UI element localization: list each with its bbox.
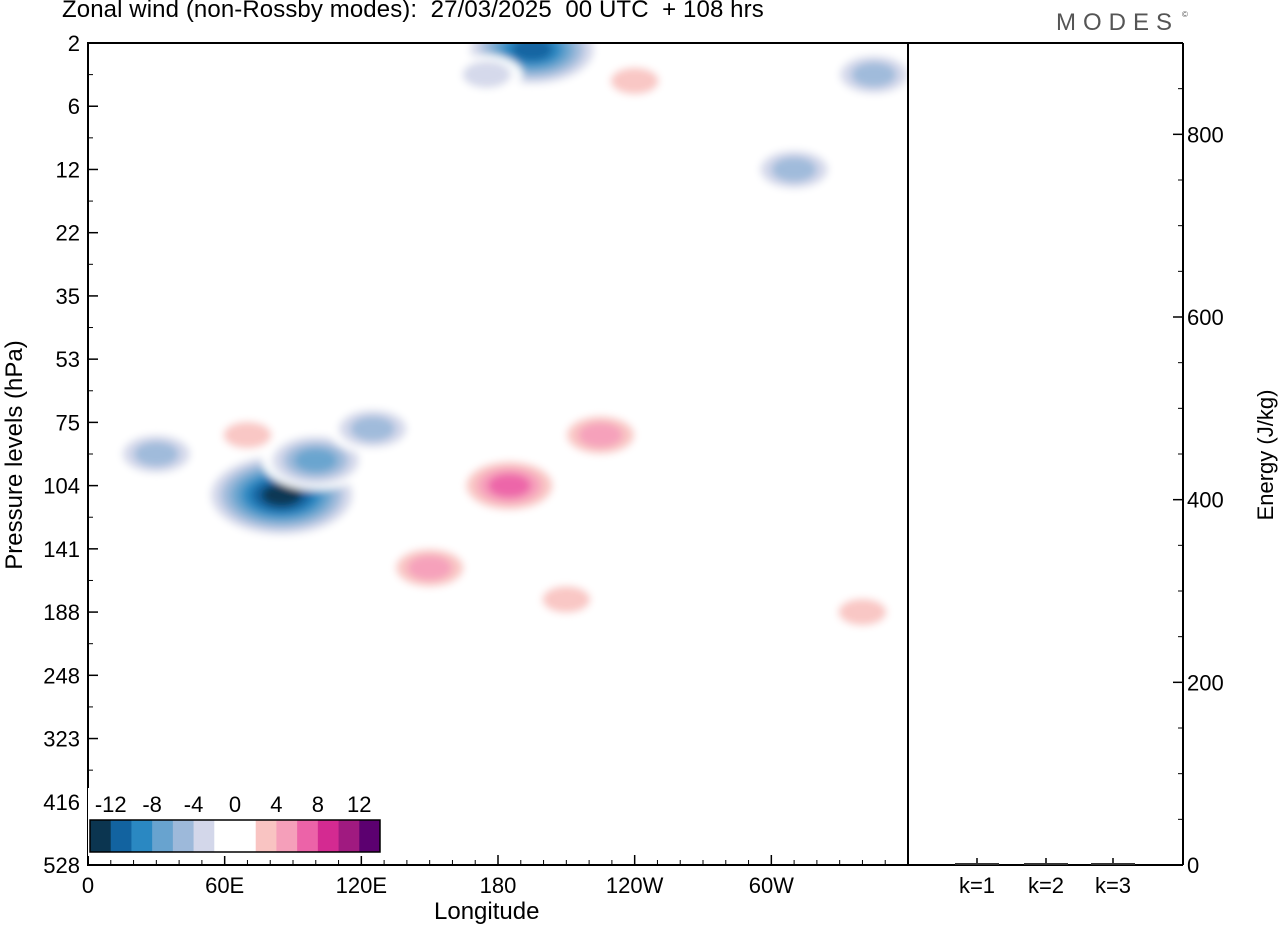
y-tick-label: 528 [43, 853, 80, 878]
colorbar-swatch [317, 820, 340, 852]
colorbar-label: -12 [95, 792, 127, 817]
heat-feature-4-level-3 [133, 441, 179, 467]
colorbar-swatch [172, 820, 195, 852]
x-tick-label: 0 [82, 873, 94, 898]
x-tick-label: 120W [606, 873, 664, 898]
y-tick-label: 141 [43, 537, 80, 562]
colorbar-swatch [338, 820, 360, 852]
colorbar-swatch [110, 820, 132, 852]
chart-title: Zonal wind (non-Rossby modes): 27/03/202… [62, 0, 764, 23]
heat-feature-9-level-2 [223, 421, 272, 449]
y-tick-label: 104 [43, 474, 80, 499]
x-tick-label: 120E [336, 873, 387, 898]
colorbar-label: 8 [312, 792, 324, 817]
colorbar: -12 -8 -4 0 4 8 12 [88, 788, 382, 856]
y-tick-label: 188 [43, 600, 80, 625]
colorbar-label: -4 [184, 792, 204, 817]
y-tick-label: 53 [56, 347, 80, 372]
modes-logo: MODES [1056, 9, 1180, 36]
y-tick-label: 323 [43, 727, 80, 752]
colorbar-swatch [131, 820, 153, 852]
colorbar-swatch [152, 820, 174, 852]
heat-feature-15-level-2 [610, 67, 659, 95]
y-tick-label: 416 [43, 790, 80, 815]
x-tick-label: 60W [749, 873, 794, 898]
y-tick-label: 35 [56, 284, 80, 309]
heat-feature-11-level-3 [578, 422, 623, 448]
colorbar-border [89, 819, 381, 853]
heatmap-field [111, 43, 908, 633]
heat-feature-16-level-1 [277, 217, 332, 248]
heat-feature-8-level-3 [851, 62, 897, 88]
colorbar-label: 4 [270, 792, 282, 817]
y-tick-label: 12 [56, 157, 80, 182]
colorbar-swatch [255, 820, 277, 852]
heat-feature-10-level-4 [487, 473, 531, 498]
x-tick-label: 60E [205, 873, 244, 898]
colorbar-swatch [359, 820, 381, 852]
bar-category-label: k=3 [1095, 873, 1131, 898]
colorbar-swatch [276, 820, 298, 852]
heat-feature-1-level-4 [294, 448, 338, 473]
energy-bars: k=1 k=2 k=3 [955, 858, 1135, 898]
y-tick-label: 75 [56, 410, 80, 435]
heat-feature-14-level-2 [838, 598, 887, 626]
x-axis-label: Longitude [434, 898, 540, 925]
colorbar-label: 12 [347, 792, 371, 817]
energy-tick-label: 0 [1187, 853, 1199, 878]
energy-tick-label: 400 [1187, 488, 1224, 513]
colorbar-label: 0 [229, 792, 241, 817]
bar-category-label: k=1 [959, 873, 995, 898]
energy-bar-k=2 [1024, 863, 1068, 865]
heat-feature-0-level-7 [261, 483, 302, 507]
bar-category-label: k=2 [1028, 873, 1064, 898]
y-tick-label: 248 [43, 663, 80, 688]
heat-feature-5-level-6 [511, 43, 553, 61]
heat-feature-7-level-3 [771, 156, 817, 182]
x-tick-label: 180 [480, 873, 517, 898]
energy-bar-k=1 [955, 863, 999, 865]
heat-feature-2-level-3 [350, 416, 396, 442]
colorbar-swatch [235, 820, 257, 852]
energy-tick-label: 600 [1187, 305, 1224, 330]
y-tick-label: 22 [56, 221, 80, 246]
colorbar-swatch [193, 820, 215, 852]
colorbar-swatch [214, 820, 236, 852]
energy-tick-label: 200 [1187, 670, 1224, 695]
energy-tick-label: 800 [1187, 122, 1224, 147]
energy-bar-k=3 [1091, 863, 1135, 865]
heat-feature-13-level-2 [542, 586, 591, 613]
heat-feature-3-level-1 [402, 369, 457, 400]
colorbar-swatch [297, 820, 319, 852]
y-tick-label: 2 [68, 31, 80, 56]
colorbar-label: -8 [142, 792, 162, 817]
copyright-mark: © [1182, 10, 1188, 19]
heat-feature-12-level-3 [407, 555, 453, 581]
colorbar-swatch [90, 820, 112, 852]
heat-feature-6-level-2 [462, 61, 511, 88]
y-tick-label: 6 [68, 94, 80, 119]
